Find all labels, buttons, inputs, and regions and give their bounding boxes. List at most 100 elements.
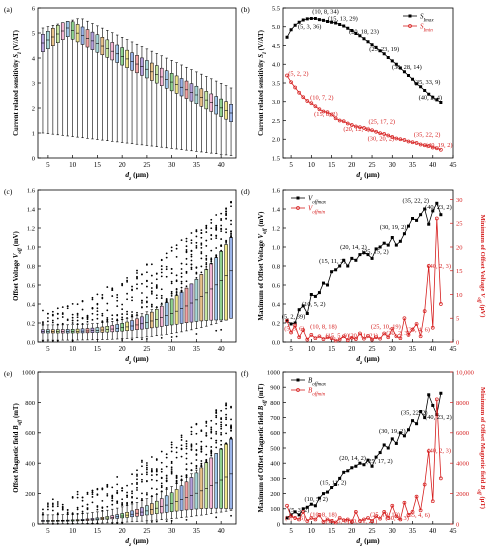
outlier bbox=[136, 283, 138, 286]
outlier bbox=[106, 505, 109, 508]
outlier bbox=[42, 508, 44, 511]
x-axis-label: dz (μm) bbox=[125, 354, 149, 366]
outlier bbox=[76, 506, 79, 509]
box-30 bbox=[169, 246, 174, 338]
data-point bbox=[422, 482, 427, 487]
outlier bbox=[185, 263, 188, 266]
data-point bbox=[350, 256, 354, 260]
box-38 bbox=[209, 419, 214, 514]
y-tick-label: 0 bbox=[32, 155, 35, 162]
data-point bbox=[439, 391, 443, 395]
data-label: (5, 3, 2) bbox=[289, 507, 309, 514]
outlier bbox=[210, 257, 213, 260]
outlier bbox=[190, 426, 193, 429]
data-point bbox=[301, 95, 306, 100]
series-line bbox=[286, 218, 442, 342]
outlier bbox=[225, 240, 228, 243]
outlier bbox=[225, 212, 228, 215]
outlier bbox=[215, 329, 218, 332]
data-label: (20, 11, 21) bbox=[348, 518, 378, 525]
outlier bbox=[121, 318, 124, 321]
data-point bbox=[394, 243, 398, 247]
data-point bbox=[406, 224, 410, 228]
outlier bbox=[180, 272, 183, 275]
data-point bbox=[390, 437, 394, 441]
data-point bbox=[434, 146, 439, 151]
outlier bbox=[225, 214, 228, 217]
data-point bbox=[406, 74, 410, 77]
outlier bbox=[220, 417, 223, 420]
panel-b: (b) 5 10 15 20 25 30 35 40 45 1.5 2.0 2.5 3.0 3.5 4.0 4.… bbox=[241, 5, 457, 182]
box-11 bbox=[75, 303, 80, 341]
data-point bbox=[358, 125, 362, 130]
data-point bbox=[338, 264, 342, 268]
legend-entry: Voffmax bbox=[308, 195, 327, 206]
box-body bbox=[214, 453, 218, 509]
y-right-tick-label: 15 bbox=[456, 268, 463, 275]
box-6 bbox=[51, 25, 55, 135]
x-tick-label: 30 bbox=[389, 345, 397, 353]
outlier bbox=[150, 469, 153, 472]
data-point bbox=[326, 20, 330, 23]
box-24 bbox=[140, 46, 144, 146]
outlier bbox=[56, 317, 59, 320]
outlier bbox=[56, 501, 59, 503]
outlier bbox=[126, 494, 128, 497]
y-tick-label: 3.5 bbox=[272, 80, 280, 87]
outlier bbox=[195, 230, 198, 233]
y-axis-label: Maximum of Offset Voltage Voff (mV) bbox=[258, 212, 268, 321]
data-point bbox=[370, 337, 374, 342]
box-body bbox=[65, 21, 70, 37]
x-tick-label: 15 bbox=[328, 161, 336, 169]
data-point bbox=[297, 517, 302, 522]
outlier bbox=[185, 270, 188, 273]
legend-marker bbox=[296, 388, 300, 392]
outlier bbox=[220, 224, 223, 227]
outlier bbox=[205, 255, 208, 257]
y-axis-label: Current related sensitivity SI (V/AT) bbox=[258, 30, 268, 136]
outlier bbox=[155, 287, 158, 289]
data-point bbox=[374, 455, 378, 459]
y-tick-label: 0.0 bbox=[27, 339, 35, 346]
outlier bbox=[170, 246, 173, 249]
box-body bbox=[219, 448, 223, 509]
outlier bbox=[47, 312, 49, 315]
outlier bbox=[185, 440, 188, 443]
outlier bbox=[66, 511, 69, 514]
box-5 bbox=[46, 26, 50, 134]
outlier bbox=[160, 271, 163, 274]
outlier bbox=[230, 418, 232, 421]
data-point bbox=[426, 264, 431, 268]
y-tick-label: 2 bbox=[32, 105, 35, 112]
data-point bbox=[423, 89, 427, 92]
x-tick-label: 25 bbox=[143, 345, 151, 353]
outlier bbox=[150, 291, 153, 293]
y-tick-label: 4 bbox=[32, 55, 36, 62]
data-point bbox=[289, 330, 293, 335]
outlier bbox=[210, 258, 213, 261]
box-21 bbox=[125, 276, 129, 339]
outlier bbox=[81, 300, 84, 302]
box-19 bbox=[115, 34, 119, 143]
box-28 bbox=[159, 55, 164, 148]
outlier bbox=[225, 416, 228, 419]
outlier bbox=[185, 445, 188, 448]
box-7 bbox=[56, 307, 60, 342]
box-14 bbox=[90, 23, 95, 140]
outlier bbox=[205, 227, 208, 230]
box-29 bbox=[164, 57, 169, 149]
outlier bbox=[111, 499, 114, 502]
outlier bbox=[126, 496, 128, 499]
x-tick-label: 30 bbox=[168, 161, 176, 169]
outlier bbox=[106, 309, 109, 312]
outlier bbox=[230, 234, 232, 236]
outlier bbox=[215, 439, 218, 442]
outlier bbox=[66, 307, 69, 310]
data-point bbox=[370, 519, 374, 523]
box-body bbox=[199, 274, 204, 322]
data-point bbox=[309, 17, 313, 20]
y-tick-label: 0.0 bbox=[272, 339, 280, 346]
outlier bbox=[200, 257, 203, 260]
outlier bbox=[131, 315, 133, 318]
x-tick-label: 40 bbox=[429, 527, 437, 535]
